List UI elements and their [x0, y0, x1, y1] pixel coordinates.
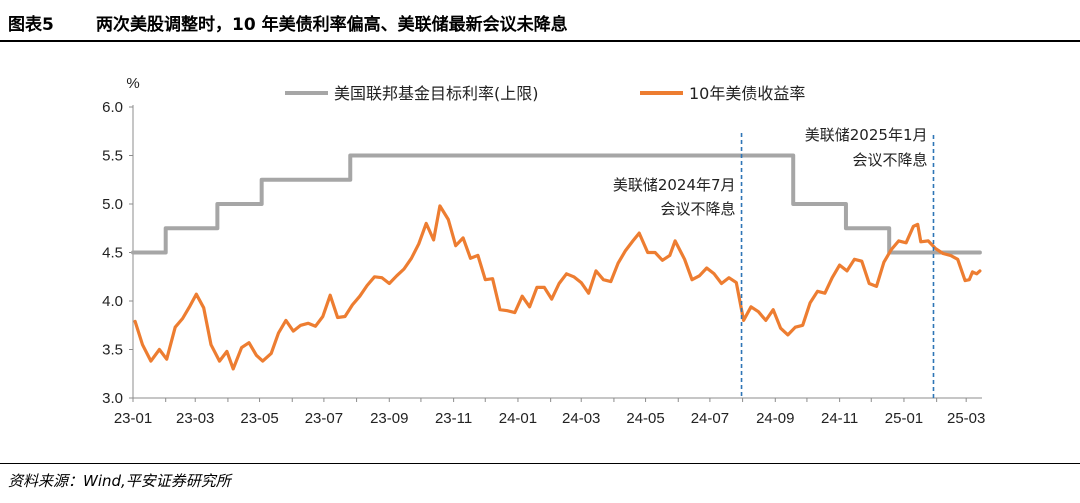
figure-label: 图表5 — [8, 15, 54, 35]
annotation-label: 会议不降息 — [852, 151, 927, 169]
x-tick-label: 25-01 — [885, 410, 923, 427]
y-tick-label: 6.0 — [102, 99, 123, 116]
x-tick-label: 24-05 — [626, 410, 664, 427]
figure-title: 两次美股调整时，10 年美债利率偏高、美联储最新会议未降息 — [96, 15, 568, 35]
y-tick-label: 4.5 — [102, 245, 123, 262]
x-tick-label: 25-03 — [947, 410, 985, 427]
x-tick-label: 23-07 — [305, 410, 343, 427]
legend-label: 美国联邦基金目标利率(上限) — [334, 84, 539, 103]
annotation-label: 会议不降息 — [661, 200, 736, 218]
x-tick-label: 23-01 — [114, 410, 152, 427]
x-tick-label: 24-01 — [499, 410, 537, 427]
y-tick-label: 5.5 — [102, 148, 123, 165]
figure-header: 图表5 两次美股调整时，10 年美债利率偏高、美联储最新会议未降息 — [0, 0, 1080, 40]
x-tick-label: 24-03 — [562, 410, 600, 427]
x-tick-label: 23-05 — [240, 410, 278, 427]
annotation-label: 美联储2025年1月 — [805, 126, 928, 144]
x-tick-label: 24-09 — [756, 410, 794, 427]
x-tick-label: 23-11 — [435, 410, 472, 427]
y-unit-label: % — [126, 75, 139, 92]
title-divider — [0, 40, 1080, 42]
source-divider — [0, 463, 1080, 464]
y-tick-label: 5.0 — [102, 196, 123, 213]
y-tick-label: 3.5 — [102, 342, 123, 359]
fed-funds-rate-line — [131, 153, 982, 255]
legend-label: 10年美债收益率 — [689, 84, 805, 103]
x-tick-label: 23-09 — [370, 410, 408, 427]
line-chart: 3.0 3.5 4.0 4.5 5.0 5.5 6.0% 23-01 23-03 23-05 23-… — [102, 75, 985, 427]
annotation-label: 美联储2024年7月 — [613, 176, 736, 194]
y-tick-label: 4.0 — [102, 293, 123, 310]
x-tick-label: 23-03 — [176, 410, 214, 427]
x-tick-label: 24-11 — [821, 410, 858, 427]
y-tick-label: 3.0 — [102, 390, 123, 407]
x-tick-label: 24-07 — [691, 410, 729, 427]
source-note: 资料来源：Wind,平安证券研究所 — [8, 472, 231, 490]
treasury-10y-yield-line — [133, 204, 982, 371]
